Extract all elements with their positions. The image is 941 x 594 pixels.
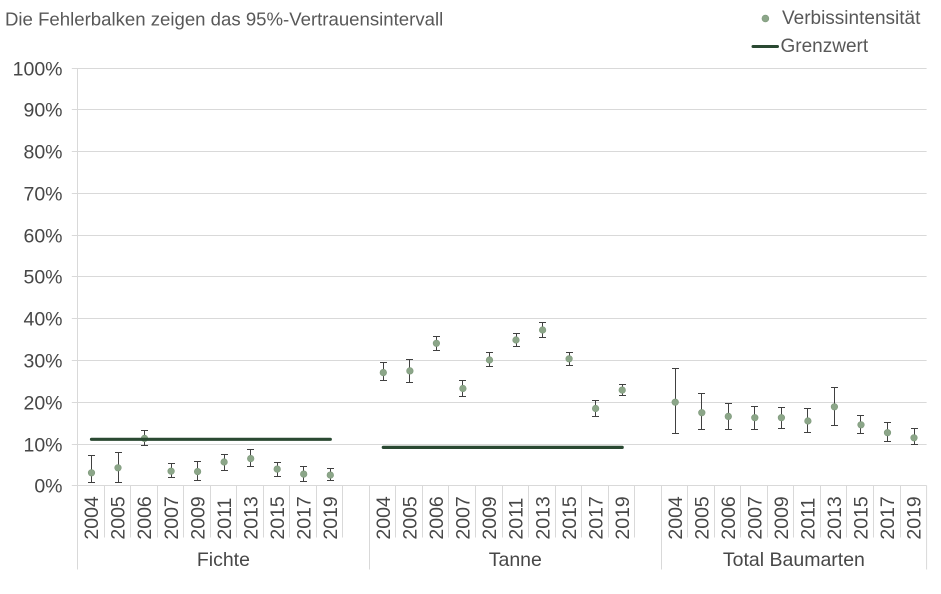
svg-text:2006: 2006 xyxy=(134,496,156,539)
svg-text:2015: 2015 xyxy=(267,496,289,540)
svg-text:2015: 2015 xyxy=(559,496,581,540)
svg-text:Grenzwert: Grenzwert xyxy=(781,36,869,57)
svg-text:2017: 2017 xyxy=(293,496,315,539)
svg-text:2011: 2011 xyxy=(506,498,528,540)
svg-text:2013: 2013 xyxy=(532,496,554,539)
svg-text:2006: 2006 xyxy=(426,496,448,539)
svg-text:Fichte: Fichte xyxy=(197,549,250,571)
svg-text:2004: 2004 xyxy=(373,496,395,540)
svg-text:90%: 90% xyxy=(23,100,62,122)
svg-text:10%: 10% xyxy=(23,435,62,457)
svg-text:70%: 70% xyxy=(23,184,62,206)
svg-text:Verbissintensität: Verbissintensität xyxy=(782,8,921,29)
svg-text:2006: 2006 xyxy=(718,496,740,539)
svg-text:2009: 2009 xyxy=(187,496,209,539)
svg-text:2011: 2011 xyxy=(798,498,820,540)
svg-text:2009: 2009 xyxy=(479,496,501,539)
svg-text:50%: 50% xyxy=(23,267,62,289)
svg-text:Tanne: Tanne xyxy=(489,549,542,571)
svg-text:Total Baumarten: Total Baumarten xyxy=(723,549,865,571)
svg-text:2019: 2019 xyxy=(904,496,926,539)
svg-text:60%: 60% xyxy=(23,226,62,248)
svg-text:2005: 2005 xyxy=(692,496,714,540)
svg-text:40%: 40% xyxy=(23,309,62,331)
svg-text:2005: 2005 xyxy=(108,496,130,540)
svg-text:2011: 2011 xyxy=(214,498,236,540)
svg-text:2019: 2019 xyxy=(612,496,634,539)
svg-text:2004: 2004 xyxy=(665,496,687,540)
svg-text:100%: 100% xyxy=(13,59,63,81)
svg-text:80%: 80% xyxy=(23,142,62,164)
svg-text:2007: 2007 xyxy=(453,496,475,539)
svg-text:2007: 2007 xyxy=(745,496,767,539)
svg-text:Die Fehlerbalken zeigen das 95: Die Fehlerbalken zeigen das 95%-Vertraue… xyxy=(5,9,443,30)
svg-text:2017: 2017 xyxy=(877,496,899,539)
svg-text:2007: 2007 xyxy=(161,496,183,539)
svg-text:2013: 2013 xyxy=(824,496,846,539)
svg-text:2013: 2013 xyxy=(240,496,262,539)
svg-text:30%: 30% xyxy=(23,351,62,373)
svg-text:20%: 20% xyxy=(23,393,62,415)
svg-text:2005: 2005 xyxy=(400,496,422,540)
svg-text:2015: 2015 xyxy=(851,496,873,540)
svg-text:2017: 2017 xyxy=(585,496,607,539)
svg-text:0%: 0% xyxy=(34,476,62,498)
svg-text:2004: 2004 xyxy=(81,496,103,540)
svg-text:2009: 2009 xyxy=(771,496,793,539)
svg-text:2019: 2019 xyxy=(320,496,342,539)
